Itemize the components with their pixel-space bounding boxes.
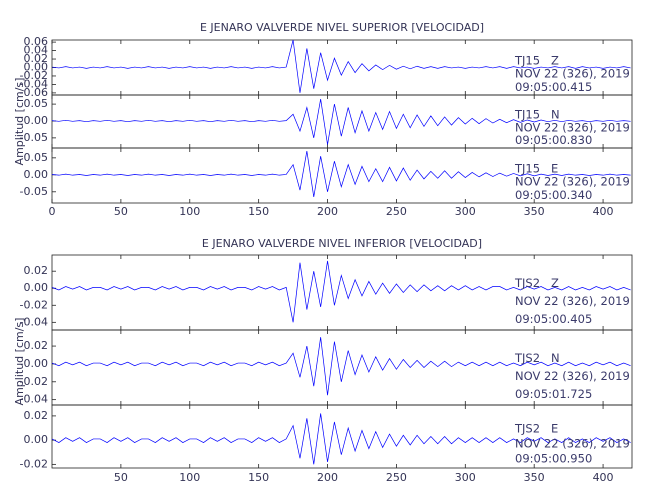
panel-frame: [51, 147, 633, 204]
y-tick-label: -0.06: [20, 86, 48, 99]
date-label: NOV 22 (326), 2019: [515, 369, 630, 383]
y-tick-label: -0.04: [20, 77, 48, 90]
station-label: TJS2 N: [514, 351, 560, 365]
date-label: NOV 22 (326), 2019: [515, 175, 630, 189]
y-tick-label: 0.00: [24, 357, 49, 370]
x-tick-label: 300: [455, 471, 476, 484]
time-label: 09:05:00.405: [515, 312, 592, 326]
y-tick-label: 0.02: [24, 409, 49, 422]
y-tick-label: 0.02: [24, 264, 49, 277]
y-tick-label: 0.02: [24, 52, 49, 65]
y-tick-label: -0.02: [20, 457, 48, 470]
time-label: 09:05:01.725: [515, 387, 592, 401]
y-tick-label: 0.05: [24, 97, 49, 110]
y-tick-label: -0.05: [20, 185, 48, 198]
y-tick-label: 0.00: [24, 168, 49, 181]
station-label: TJS2 Z: [514, 276, 559, 290]
date-label: NOV 22 (326), 2019: [515, 294, 630, 308]
station-label: TJ15 E: [514, 161, 558, 175]
waveform: [51, 413, 631, 465]
chart-title: E JENARO VALVERDE NIVEL SUPERIOR [VELOCI…: [200, 21, 484, 34]
date-label: NOV 22 (326), 2019: [515, 437, 630, 451]
chart-title: E JENARO VALVERDE NIVEL INFERIOR [VELOCI…: [202, 237, 482, 250]
x-tick-label: 300: [455, 205, 476, 218]
x-tick-label: 50: [114, 471, 128, 484]
x-tick-label: 350: [524, 205, 545, 218]
y-tick-label: 0.00: [24, 61, 49, 74]
y-tick-label: 0.06: [24, 35, 49, 48]
y-tick-label: 0.00: [24, 281, 49, 294]
x-tick-label: 400: [593, 471, 614, 484]
station-label: TJS2 E: [514, 421, 558, 435]
station-label: TJ15 Z: [514, 53, 559, 67]
time-label: 09:05:00.830: [515, 133, 592, 147]
x-tick-label: 100: [179, 205, 200, 218]
x-tick-label: 250: [386, 205, 407, 218]
x-tick-label: 250: [386, 471, 407, 484]
y-tick-label: 0.00: [24, 114, 49, 127]
x-tick-label: 200: [317, 205, 338, 218]
y-axis-label: Amplitud [cm/s]: [13, 318, 26, 406]
y-tick-label: 0.05: [24, 151, 49, 164]
y-tick-label: -0.02: [20, 69, 48, 82]
waveform: [51, 150, 631, 197]
date-label: NOV 22 (326), 2019: [515, 120, 630, 134]
panel-frame: [51, 404, 633, 469]
y-tick-label: 0.00: [24, 433, 49, 446]
station-label: TJ15 N: [514, 108, 560, 122]
y-tick-label: -0.02: [20, 375, 48, 388]
x-tick-label: 100: [179, 471, 200, 484]
waveform: [51, 98, 631, 145]
y-axis-label: Amplitud [cm/s]: [13, 78, 26, 166]
time-label: 09:05:00.950: [515, 452, 592, 466]
waveform: [51, 260, 631, 323]
time-label: 09:05:00.415: [515, 80, 592, 94]
x-tick-label: 400: [593, 205, 614, 218]
x-tick-label: 50: [114, 205, 128, 218]
y-tick-label: -0.04: [20, 315, 48, 328]
y-tick-label: -0.05: [20, 131, 48, 144]
x-tick-label: 200: [317, 471, 338, 484]
date-label: NOV 22 (326), 2019: [515, 67, 630, 81]
x-tick-label: 150: [248, 471, 269, 484]
y-tick-label: 0.04: [24, 44, 49, 57]
time-label: 09:05:00.340: [515, 188, 592, 202]
y-tick-label: -0.04: [20, 393, 48, 406]
waveform: [51, 39, 631, 93]
y-tick-label: 0.02: [24, 339, 49, 352]
x-tick-label: 350: [524, 471, 545, 484]
x-tick-label: 150: [248, 205, 269, 218]
y-tick-label: -0.02: [20, 298, 48, 311]
x-tick-label: 0: [49, 205, 56, 218]
waveform: [51, 337, 631, 396]
